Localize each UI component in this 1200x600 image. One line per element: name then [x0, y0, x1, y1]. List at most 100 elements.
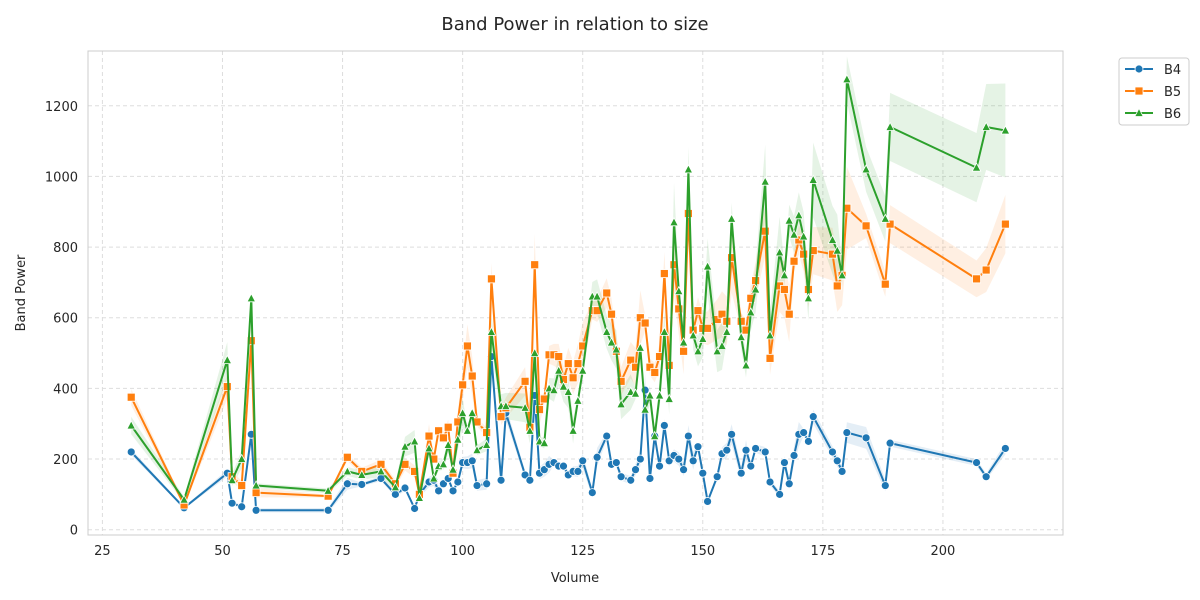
data-point-b6: [659, 326, 670, 336]
data-point-b4: [727, 429, 736, 439]
data-point-b6: [837, 269, 847, 280]
data-point-b4: [981, 472, 991, 482]
data-point-b4: [698, 468, 708, 478]
x-tick-label: 100: [450, 544, 475, 559]
data-point-b4: [760, 447, 770, 457]
data-point-b4: [703, 497, 712, 506]
data-point-b5: [342, 452, 352, 462]
legend-frame: [1118, 57, 1190, 126]
x-tick-label: 25: [94, 544, 111, 559]
data-point-b4: [467, 456, 477, 466]
data-point-b4: [525, 475, 535, 485]
data-point-b5: [861, 221, 871, 231]
data-point-b6: [126, 420, 137, 430]
data-point-b6: [501, 400, 511, 411]
y-tick-label: 1000: [45, 170, 78, 185]
data-point-b5: [439, 433, 448, 443]
data-point-b4: [631, 465, 640, 475]
x-tick-label: 125: [570, 544, 595, 559]
data-point-b4: [751, 444, 761, 453]
data-point-b6: [457, 407, 468, 418]
data-point-b4: [780, 458, 789, 467]
data-point-b5: [981, 265, 991, 275]
data-point-b4: [323, 505, 333, 515]
data-point-b6: [717, 340, 727, 350]
data-point-b5: [616, 376, 626, 386]
y-tick-label: 0: [70, 524, 78, 539]
data-point-b5: [659, 269, 669, 278]
data-point-b6: [236, 453, 247, 463]
data-point-b4: [775, 489, 785, 499]
data-point-b4: [722, 445, 732, 455]
data-point-b4: [559, 461, 568, 471]
data-point-b4: [765, 477, 775, 487]
data-point-b4: [602, 431, 612, 441]
data-point-b6: [765, 330, 775, 340]
data-point-b6: [409, 436, 420, 446]
data-point-b6: [789, 229, 799, 239]
data-point-b6: [222, 354, 233, 365]
data-point-b5: [126, 392, 136, 402]
x-tick-label: 75: [334, 544, 351, 559]
data-point-b5: [799, 249, 809, 259]
legend-marker-b4: [1134, 64, 1144, 74]
data-point-b5: [808, 246, 818, 256]
data-point-b4: [972, 458, 981, 467]
data-point-b5: [635, 313, 645, 323]
x-tick-label: 150: [690, 544, 715, 559]
data-point-b6: [654, 390, 665, 400]
data-point-b5: [237, 481, 247, 490]
data-point-b6: [356, 469, 367, 479]
data-point-b5: [674, 304, 684, 314]
data-point-b4: [251, 505, 261, 515]
data-point-b4: [659, 421, 669, 430]
data-point-b4: [126, 447, 136, 457]
data-point-b5: [760, 226, 770, 236]
data-point-b4: [693, 442, 703, 452]
grid: [88, 51, 1063, 535]
data-point-b6: [885, 121, 895, 131]
data-point-b6: [472, 444, 482, 455]
series-lines: [126, 73, 1011, 515]
data-point-b6: [779, 269, 790, 280]
data-point-b5: [573, 359, 583, 369]
data-point-b4: [496, 475, 506, 485]
data-point-b6: [683, 164, 694, 174]
data-point-b6: [553, 365, 564, 375]
y-axis-title: Band Power: [14, 254, 29, 331]
data-point-b4: [712, 472, 722, 482]
data-point-b4: [573, 467, 583, 476]
x-tick-label: 200: [931, 544, 956, 559]
data-point-b5: [554, 352, 564, 361]
data-point-b5: [607, 309, 616, 319]
data-point-b6: [424, 443, 434, 453]
data-point-b6: [827, 234, 838, 244]
data-point-b4: [400, 483, 410, 493]
x-tick-label: 50: [214, 544, 231, 559]
chart-title: Band Power in relation to size: [441, 14, 708, 35]
data-point-b4: [683, 431, 693, 441]
data-point-b5: [780, 285, 789, 294]
data-point-b6: [880, 213, 891, 223]
data-point-b6: [808, 174, 819, 184]
data-point-b6: [645, 390, 655, 400]
y-tick-label: 600: [53, 312, 78, 327]
data-point-b4: [861, 433, 871, 443]
data-point-b4: [390, 489, 400, 499]
data-point-b6: [462, 425, 473, 435]
legend: B4 B5 B6: [1118, 57, 1190, 126]
data-point-b4: [1000, 444, 1010, 453]
data-point-b5: [602, 288, 612, 298]
data-point-b5: [424, 431, 434, 441]
data-point-b6: [525, 425, 535, 435]
data-point-b6: [549, 384, 559, 395]
data-point-b5: [746, 293, 756, 303]
legend-label-b5: B5: [1164, 85, 1181, 100]
data-point-b4: [741, 445, 751, 455]
data-point-b4: [410, 504, 420, 513]
data-point-b6: [246, 292, 257, 303]
data-point-b4: [453, 477, 463, 487]
series-b6: [126, 73, 1011, 504]
data-point-b5: [655, 352, 664, 361]
data-point-b6: [981, 121, 992, 131]
